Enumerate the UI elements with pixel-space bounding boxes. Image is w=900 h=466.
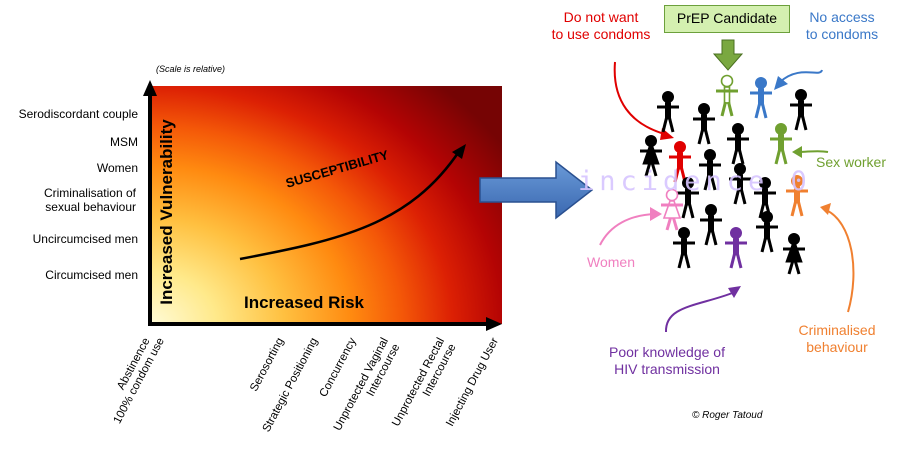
person-figure-purple xyxy=(725,227,747,269)
annotation-do-not-want-line1: Do not want xyxy=(563,9,639,25)
person-figure-green xyxy=(716,74,738,117)
susceptibility-arrowhead xyxy=(452,144,466,159)
annotation-criminalised-line2: behaviour xyxy=(806,339,868,355)
annotation-women: Women xyxy=(587,254,635,270)
person-figure-black xyxy=(754,177,776,219)
arrow-women xyxy=(599,213,656,246)
person-figure-blue xyxy=(750,77,772,119)
person-figure-black xyxy=(727,123,749,165)
person-figure-black xyxy=(640,135,662,177)
y-label-serodiscordant: Serodiscordant couple xyxy=(18,107,138,121)
vulnerability-risk-gradient xyxy=(150,86,502,324)
arrow-no-access-head xyxy=(774,76,788,90)
x-axis-arrowhead xyxy=(486,317,502,331)
annotation-poor-knowledge-line2: HIV transmission xyxy=(614,361,720,377)
prep-candidate-box: PrEP Candidate xyxy=(664,5,790,33)
annotation-no-access-line1: No access xyxy=(809,9,875,25)
person-figure-orange xyxy=(786,175,808,217)
y-axis-title: Increased Vulnerability xyxy=(157,119,176,305)
annotation-poor-knowledge-line1: Poor knowledge of xyxy=(609,344,725,360)
annotation-criminalised: Criminalised behaviour xyxy=(782,322,892,356)
arrow-no-access xyxy=(779,69,823,83)
x-axis-title: Increased Risk xyxy=(244,293,365,312)
person-figure-black xyxy=(657,91,679,133)
credit-text: © Roger Tatoud xyxy=(692,410,763,421)
y-label-uncircumcised: Uncircumcised men xyxy=(32,232,138,246)
y-label-msm: MSM xyxy=(110,135,138,149)
person-figure-black xyxy=(699,149,721,191)
arrow-criminalised xyxy=(825,209,855,313)
population-group xyxy=(640,74,812,275)
person-figure-black xyxy=(756,211,778,253)
person-figure-black xyxy=(700,204,722,246)
annotation-criminalised-line1: Criminalised xyxy=(798,322,876,338)
susceptibility-curve xyxy=(239,149,462,261)
person-figure-black xyxy=(677,177,699,219)
person-figure-pink xyxy=(661,188,683,231)
big-blue-arrow xyxy=(479,160,594,220)
y-label-criminalisation: Criminalisation of sexual behaviour xyxy=(43,186,136,214)
person-figure-black xyxy=(783,233,805,275)
y-axis-arrowhead xyxy=(143,80,157,96)
arrow-poor-knowledge xyxy=(664,291,736,333)
prep-down-arrow xyxy=(712,39,744,71)
person-figure-black xyxy=(693,103,715,145)
person-figure-black xyxy=(673,227,695,269)
scale-note: (Scale is relative) xyxy=(156,64,226,74)
annotation-no-access: No access to condoms xyxy=(790,9,894,43)
annotation-poor-knowledge: Poor knowledge of HIV transmission xyxy=(592,344,742,378)
person-figure-black xyxy=(729,163,751,205)
arrow-criminalised-head xyxy=(820,203,831,215)
person-figure-black xyxy=(790,89,812,131)
person-figure-green xyxy=(770,123,792,165)
arrow-women-head xyxy=(650,207,662,221)
arrow-sex-worker-head xyxy=(792,146,802,158)
arrow-poor-knowledge-head xyxy=(728,286,741,298)
person-figure-red xyxy=(669,141,691,183)
y-label-women: Women xyxy=(96,161,138,175)
annotation-do-not-want-line2: to use condoms xyxy=(551,26,651,42)
annotation-do-not-want: Do not want to use condoms xyxy=(526,9,676,43)
incidence-watermark: incidence 0 xyxy=(578,166,812,197)
annotation-no-access-line2: to condoms xyxy=(805,26,879,42)
annotation-sex-worker: Sex worker xyxy=(815,154,887,170)
arrow-sex-worker xyxy=(797,150,829,153)
arrow-do-not-want xyxy=(613,61,669,136)
y-label-circumcised: Circumcised men xyxy=(45,268,138,282)
